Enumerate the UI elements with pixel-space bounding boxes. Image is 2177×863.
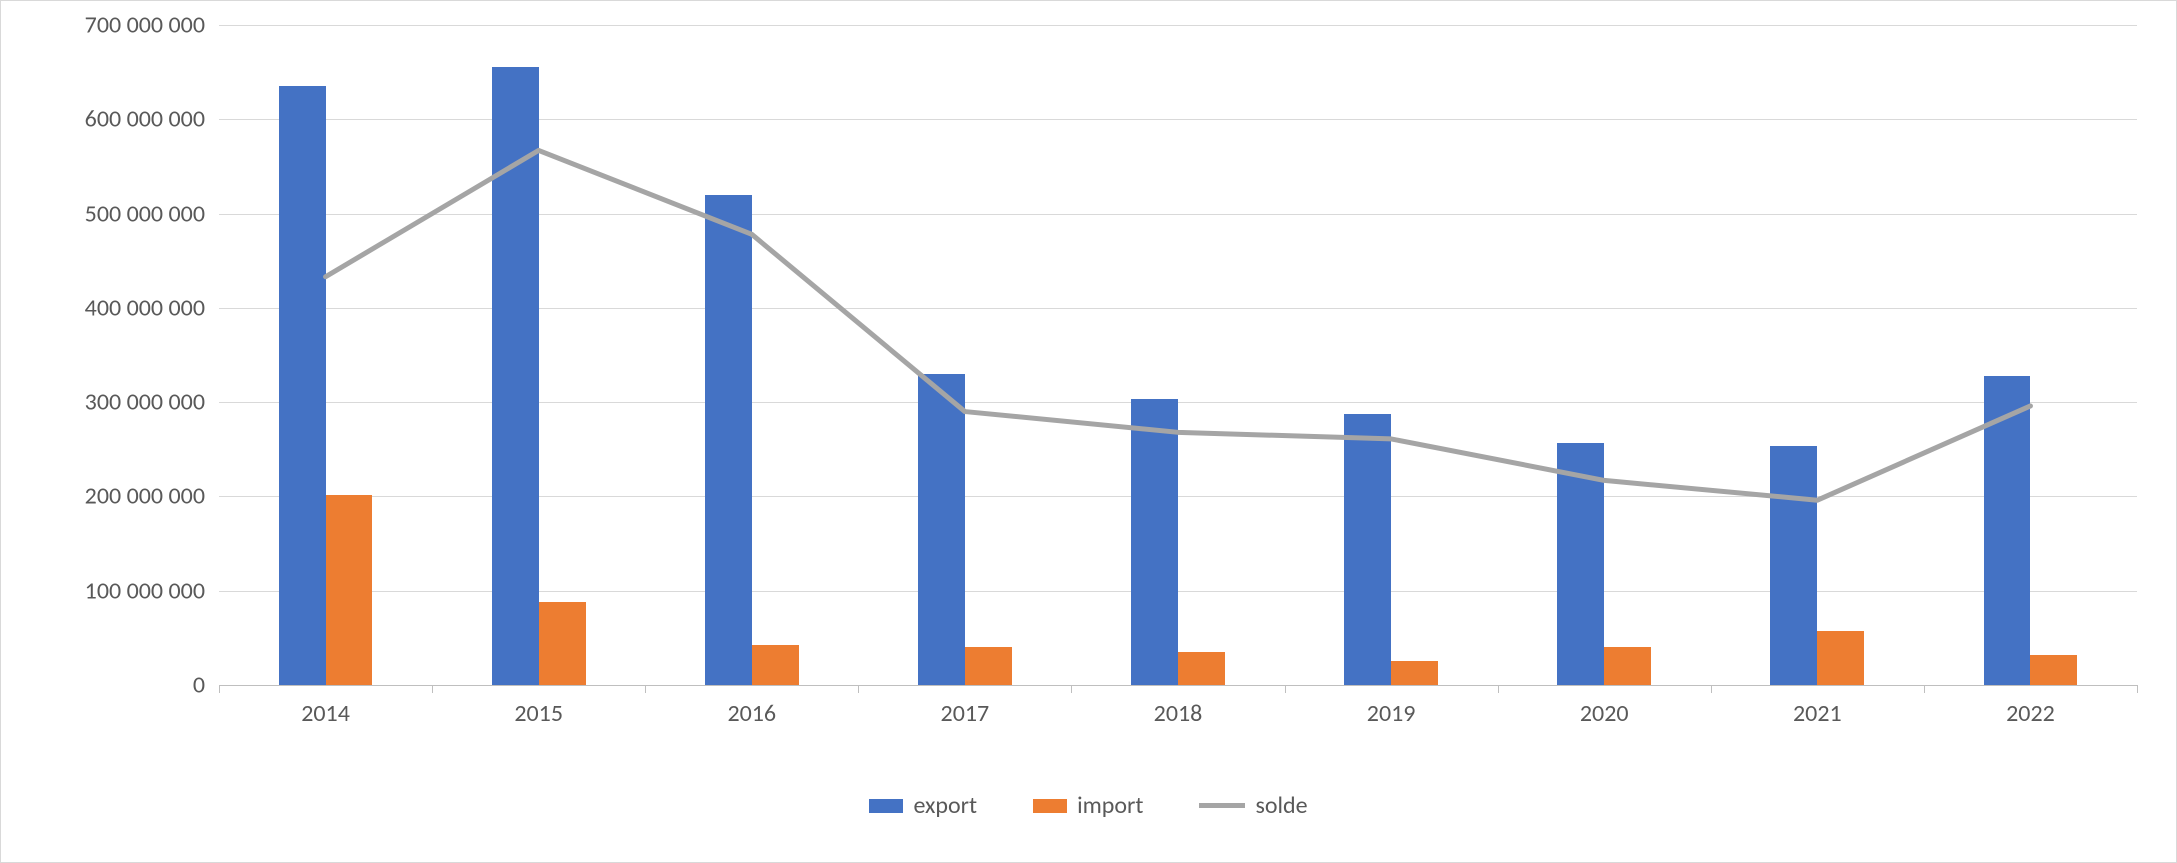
x-tick-label: 2018: [1154, 685, 1203, 728]
x-tick-label: 2019: [1367, 685, 1416, 728]
legend-label: solde: [1255, 791, 1307, 820]
x-tick-label: 2015: [514, 685, 563, 728]
y-tick-label: 0: [193, 671, 219, 700]
plot-area: 0100 000 000200 000 000300 000 000400 00…: [219, 25, 2137, 685]
legend: export import solde: [1, 791, 2176, 820]
x-tick-mark: [645, 685, 646, 693]
x-tick-mark: [1071, 685, 1072, 693]
x-tick-mark: [858, 685, 859, 693]
x-tick-label: 2014: [301, 685, 350, 728]
legend-swatch-icon: [869, 799, 903, 813]
y-tick-label: 300 000 000: [85, 388, 219, 417]
legend-line-icon: [1199, 803, 1245, 808]
x-tick-label: 2022: [2006, 685, 2055, 728]
x-tick-mark: [1711, 685, 1712, 693]
x-tick-label: 2020: [1580, 685, 1629, 728]
x-tick-mark: [1498, 685, 1499, 693]
legend-item-import: import: [1033, 791, 1143, 820]
x-tick-label: 2021: [1793, 685, 1842, 728]
solde-line: [219, 25, 2137, 685]
x-tick-label: 2017: [941, 685, 990, 728]
x-tick-mark: [432, 685, 433, 693]
y-tick-label: 600 000 000: [85, 105, 219, 134]
legend-item-solde: solde: [1199, 791, 1307, 820]
x-tick-label: 2016: [727, 685, 776, 728]
y-tick-label: 100 000 000: [85, 576, 219, 605]
x-tick-mark: [219, 685, 220, 693]
trade-chart: 0 100 000 000 200 000 000 300 000 000 400 00…: [0, 0, 2177, 863]
y-tick-label: 500 000 000: [85, 199, 219, 228]
legend-label: import: [1077, 791, 1143, 820]
x-tick-mark: [2137, 685, 2138, 693]
y-tick-label: 400 000 000: [85, 293, 219, 322]
x-tick-mark: [1924, 685, 1925, 693]
y-tick-label: 200 000 000: [85, 482, 219, 511]
legend-swatch-icon: [1033, 799, 1067, 813]
y-tick-label: 700 000 000: [85, 11, 219, 40]
legend-label: export: [913, 791, 977, 820]
x-tick-mark: [1285, 685, 1286, 693]
legend-item-export: export: [869, 791, 977, 820]
